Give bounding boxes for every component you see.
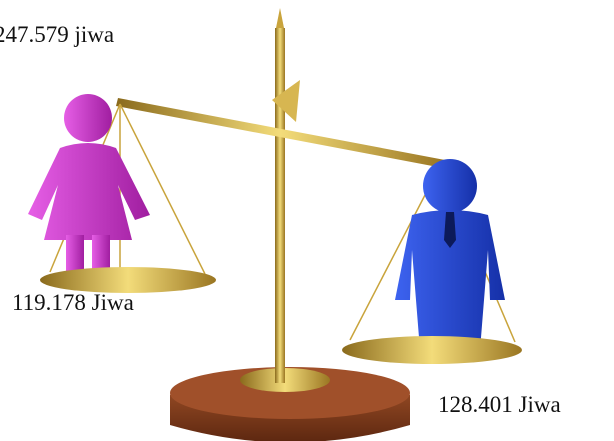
male-label: 128.401 Jiwa [438, 392, 561, 417]
female-figure [28, 94, 150, 280]
left-pan [40, 267, 216, 293]
right-pan [342, 336, 522, 364]
total-label: 247.579 jiwa [0, 22, 114, 47]
scale-base [170, 367, 410, 441]
beam-pointer [272, 80, 300, 122]
scale-pole [275, 28, 285, 383]
male-figure [395, 159, 505, 350]
pole-tip [276, 8, 284, 28]
female-label: 119.178 Jiwa [12, 290, 134, 315]
scale-beam [116, 98, 445, 168]
